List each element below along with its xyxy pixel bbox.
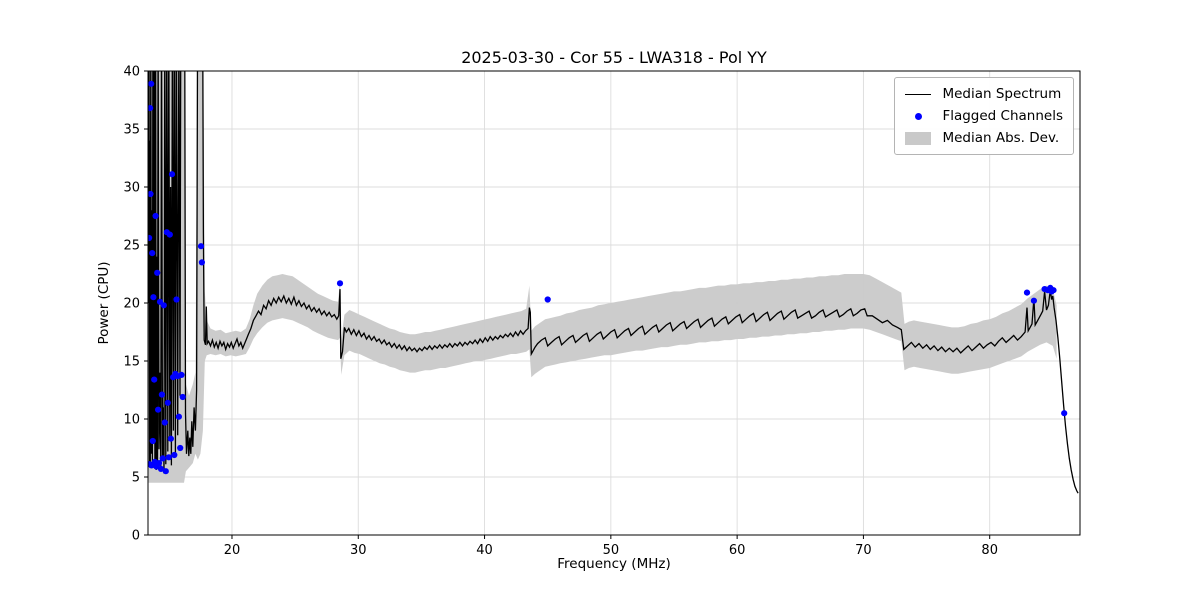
flagged-point <box>154 269 161 276</box>
flagged-point <box>167 435 174 442</box>
flagged-point <box>148 80 155 87</box>
page-title: 2025-03-30 - Cor 55 - LWA318 - Pol YY <box>461 48 767 67</box>
y-tick-label: 35 <box>123 123 140 138</box>
flagged-point <box>155 460 163 467</box>
x-tick-label: 70 <box>855 543 872 558</box>
flagged-point <box>178 371 185 378</box>
flagged-channels-points <box>148 80 1068 475</box>
flagged-point <box>152 212 159 220</box>
flagged-point <box>160 302 167 309</box>
x-tick-label: 40 <box>476 543 493 558</box>
y-tick-label: 30 <box>123 181 140 196</box>
legend-label: Median Spectrum <box>942 86 1062 102</box>
flagged-point <box>157 465 165 472</box>
flagged-point <box>197 243 205 250</box>
axis-ticks <box>144 70 991 539</box>
axis-tick-labels: 20 30 40 50 60 70 80 0 5 10 15 20 25 30 35 40 <box>123 65 998 559</box>
flagged-point <box>179 393 186 401</box>
legend-item-flagged-channels: Flagged Channels <box>903 105 1063 127</box>
median-spectrum-line <box>148 71 1079 494</box>
flagged-point <box>162 468 169 475</box>
flagged-point <box>177 444 184 452</box>
flagged-point <box>161 419 168 426</box>
flagged-point <box>155 406 162 413</box>
flagged-point <box>158 391 165 398</box>
legend-label: Median Abs. Dev. <box>942 130 1060 146</box>
flagged-point <box>198 259 205 266</box>
x-tick-label: 30 <box>350 543 367 558</box>
mad-patch-swatch <box>903 131 933 145</box>
flagged-point <box>173 296 180 303</box>
median-line-swatch <box>903 93 933 95</box>
flagged-point <box>175 413 182 420</box>
flagged-point <box>165 454 172 461</box>
flagged-point <box>1030 297 1037 304</box>
flagged-point <box>149 437 156 445</box>
flagged-point <box>1061 410 1068 417</box>
flagged-point <box>148 234 153 242</box>
flagged-point <box>168 171 176 178</box>
y-tick-label: 25 <box>123 239 140 254</box>
y-tick-label: 5 <box>132 471 140 486</box>
y-tick-label: 10 <box>123 413 140 428</box>
flagged-point <box>149 250 156 257</box>
x-tick-label: 60 <box>729 543 746 558</box>
legend-item-mad: Median Abs. Dev. <box>903 127 1063 149</box>
y-tick-label: 20 <box>123 297 140 312</box>
legend: Median Spectrum Flagged Channels Median … <box>894 77 1074 155</box>
flagged-point <box>166 231 173 238</box>
flagged-point <box>1050 287 1057 294</box>
y-tick-label: 0 <box>132 529 140 544</box>
flagged-point <box>159 455 166 462</box>
y-axis-label: Power (CPU) <box>96 261 112 345</box>
x-tick-label: 50 <box>603 543 620 558</box>
flagged-point <box>151 376 158 383</box>
flagged-point <box>336 280 344 287</box>
flagged-dot-swatch <box>903 112 933 120</box>
x-axis-label: Frequency (MHz) <box>557 556 671 572</box>
y-tick-label: 40 <box>123 65 140 80</box>
x-tick-label: 20 <box>224 543 241 558</box>
legend-item-median-spectrum: Median Spectrum <box>903 83 1063 105</box>
flagged-point <box>148 105 154 112</box>
plot-area <box>148 71 1079 494</box>
flagged-point <box>164 399 171 406</box>
flagged-point <box>544 296 551 303</box>
flagged-point <box>1023 289 1031 296</box>
flagged-point <box>171 451 178 459</box>
y-tick-label: 15 <box>123 355 140 370</box>
flagged-point <box>150 294 157 301</box>
flagged-point <box>148 190 154 198</box>
legend-label: Flagged Channels <box>942 108 1063 124</box>
x-tick-label: 80 <box>981 543 998 558</box>
